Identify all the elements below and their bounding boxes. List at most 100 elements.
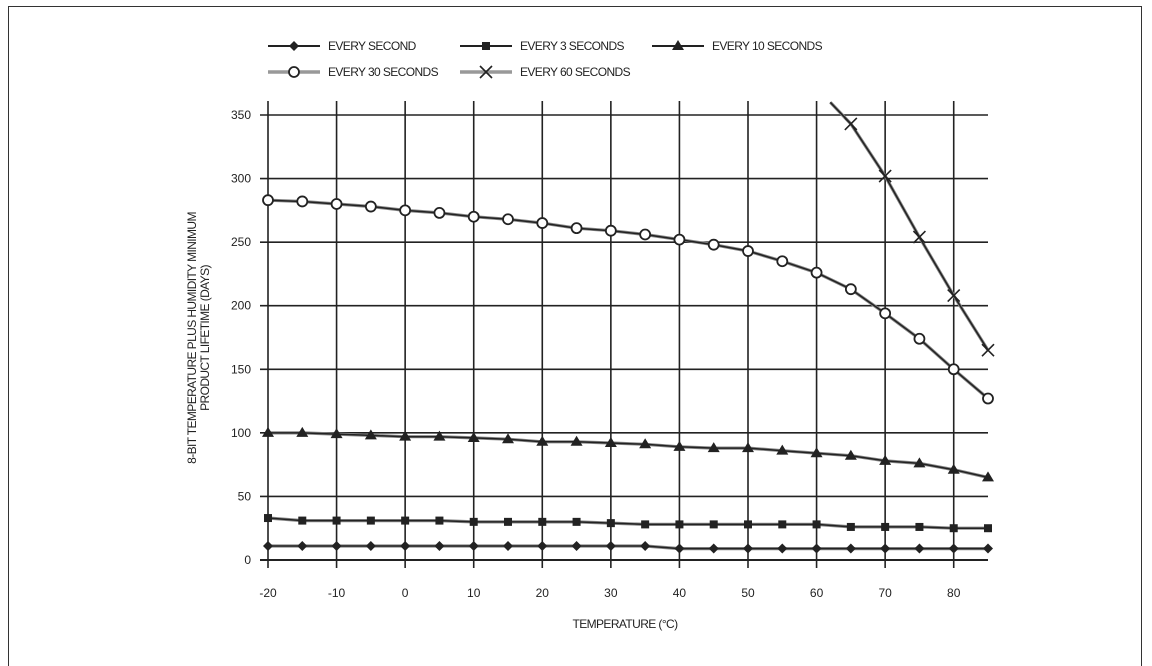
series-0-point-10	[605, 541, 616, 552]
series-2-point-15	[776, 444, 789, 455]
series-2-point-5	[433, 430, 446, 441]
series-0-point-11	[640, 541, 651, 552]
legend-item-4: EVERY 60 SECONDS	[460, 65, 631, 79]
x-tick-70: 70	[878, 586, 892, 600]
x-tick--20: -20	[259, 586, 277, 600]
series-1-point-2	[332, 516, 341, 525]
x-tick-0: 0	[402, 586, 409, 600]
series-3-point-4	[399, 204, 412, 217]
y-tick-0: 0	[244, 553, 251, 567]
series-0-point-7	[503, 541, 513, 552]
series-1-point-5	[435, 516, 444, 525]
series-3-point-1	[296, 195, 309, 208]
series-2-point-12	[673, 440, 686, 451]
series-2-point-11	[639, 438, 652, 449]
series-1-point-10	[606, 519, 615, 528]
series-0-point-8	[537, 541, 548, 552]
series-0-point-13	[708, 543, 719, 554]
series-3-point-7	[502, 213, 514, 226]
series-1-point-18	[881, 522, 890, 531]
series-layer	[262, 101, 995, 554]
series-2-line	[268, 432, 989, 479]
legend-label-4: EVERY 60 SECONDS	[520, 65, 631, 79]
series-1-point-20	[949, 524, 958, 533]
series-1-point-0	[264, 514, 272, 523]
series-3-point-0	[262, 194, 274, 207]
series-3-point-6	[467, 210, 480, 223]
series-3-point-9	[570, 222, 583, 235]
y-tick-200: 200	[231, 299, 251, 313]
series-2-point-6	[467, 431, 480, 442]
series-0-point-19	[914, 543, 925, 554]
series-2-point-21	[982, 471, 994, 482]
series-0-point-3	[365, 541, 376, 552]
series-0-point-9	[571, 541, 582, 552]
series-1-point-6	[469, 517, 478, 526]
series-4-point-3	[912, 230, 926, 244]
series-1-point-4	[401, 516, 410, 525]
series-4-point-1	[844, 117, 858, 131]
legend-item-0: EVERY SECOND	[268, 39, 417, 53]
series-0-point-18	[880, 543, 891, 554]
y-tick-300: 300	[231, 172, 251, 186]
series-3-point-15	[776, 255, 789, 268]
series-4-line	[829, 101, 989, 351]
legend-marker-4	[479, 65, 493, 79]
series-3-point-13	[707, 238, 720, 251]
series-1-point-15	[778, 520, 787, 529]
series-1-point-13	[709, 520, 718, 529]
series-2-point-3	[364, 429, 377, 440]
series-2-point-19	[913, 457, 926, 468]
series-3-point-8	[536, 217, 549, 229]
series-2	[262, 426, 994, 482]
series-3-point-2	[330, 198, 343, 210]
series-3-point-21	[982, 392, 994, 405]
y-tick-150: 150	[231, 362, 251, 376]
series-3-point-10	[604, 224, 617, 237]
legend-item-2: EVERY 10 SECONDS	[652, 39, 823, 53]
y-axis-label-line2: PRODUCT LIFETIME (DAYS)	[198, 265, 212, 411]
series-0-point-1	[297, 541, 308, 552]
series-0	[263, 541, 993, 554]
series-1-point-14	[744, 520, 752, 529]
series-1-point-16	[812, 520, 821, 529]
series-2-point-7	[502, 433, 514, 444]
series-0-point-21	[983, 543, 993, 554]
series-2-point-0	[262, 426, 274, 437]
legend-item-3: EVERY 30 SECONDS	[268, 65, 439, 79]
series-3-point-3	[364, 200, 377, 213]
x-tick-50: 50	[741, 586, 755, 600]
series-2-point-16	[810, 447, 823, 458]
series-0-point-5	[434, 541, 445, 552]
legend-label-3: EVERY 30 SECONDS	[328, 65, 439, 79]
series-0-point-20	[948, 543, 959, 554]
series-2-point-9	[570, 435, 583, 446]
x-tick-20: 20	[536, 586, 550, 600]
legend-marker-3	[288, 66, 300, 78]
legend-item-1: EVERY 3 SECONDS	[460, 39, 625, 53]
series-1-point-1	[298, 516, 307, 525]
series-2-point-10	[604, 437, 617, 448]
legend-marker-2	[672, 40, 684, 50]
y-axis-label-line1: 8-BIT TEMPERATURE PLUS HUMIDITY MINIMUM	[185, 212, 199, 464]
series-3	[262, 194, 994, 405]
series-1-point-12	[675, 520, 684, 529]
legend-marker-1	[482, 42, 490, 50]
x-tick-30: 30	[604, 586, 618, 600]
grid	[260, 101, 988, 568]
series-0-point-12	[674, 543, 685, 554]
series-2-point-14	[742, 442, 754, 453]
series-4-point-5	[981, 343, 995, 357]
series-1-point-3	[366, 516, 375, 525]
series-2-point-2	[330, 428, 343, 439]
series-3-point-19	[913, 332, 926, 345]
series-3-point-14	[742, 245, 754, 257]
series-0-point-16	[811, 543, 822, 554]
series-1-point-21	[984, 524, 992, 533]
series-0-line	[268, 545, 988, 550]
chart-frame	[8, 6, 1142, 666]
series-3-point-5	[433, 206, 446, 219]
series-2-point-8	[536, 435, 549, 446]
series-0-point-0	[263, 541, 273, 552]
series-0-point-6	[468, 541, 479, 552]
